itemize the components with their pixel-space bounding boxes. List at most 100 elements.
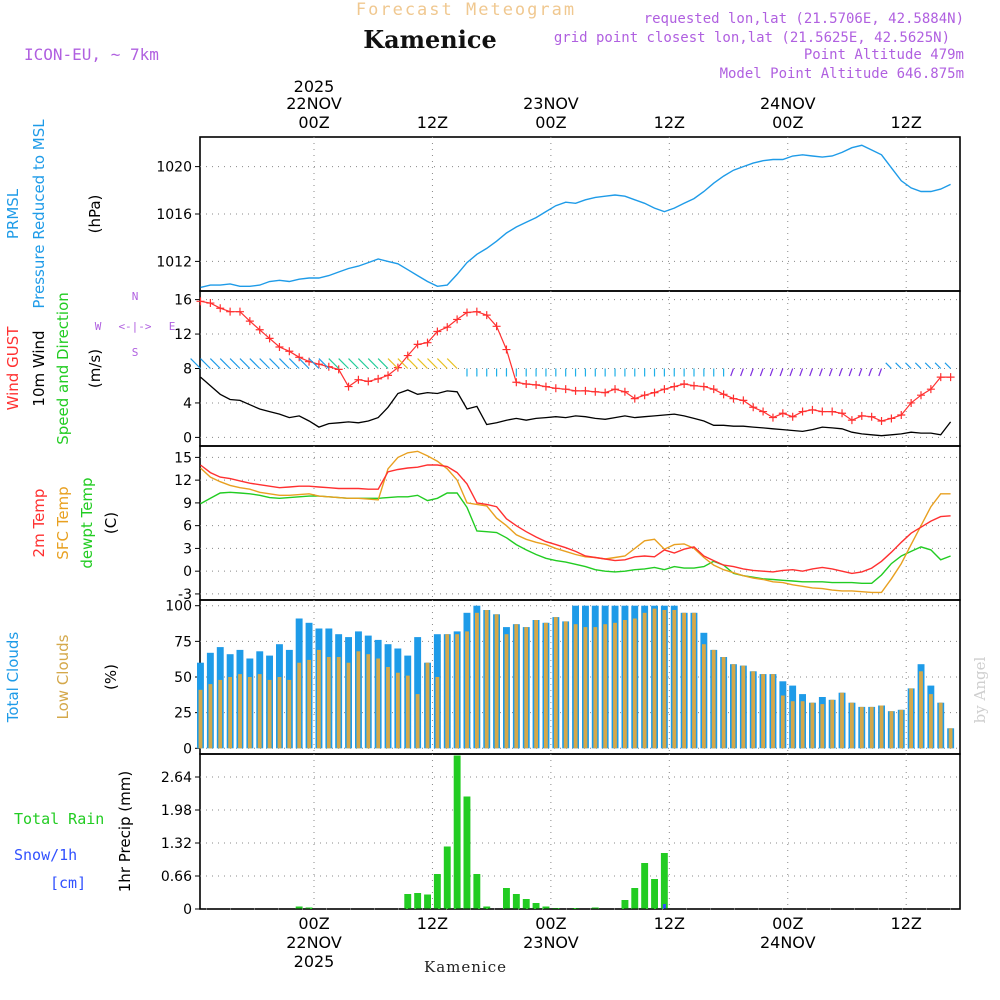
wind-direction-arrow	[799, 368, 804, 377]
gust-marker	[216, 304, 225, 313]
model-altitude: Model Point Altitude 646.875m	[720, 66, 964, 82]
temperature-ytick-label: 12	[174, 473, 192, 489]
gust-marker	[196, 297, 205, 306]
wind-direction-arrow	[789, 368, 794, 377]
gust-marker	[443, 323, 452, 332]
low-cloud-bar	[820, 704, 825, 749]
gust-marker	[739, 396, 748, 405]
wind-ylabel: Wind GUST	[4, 326, 22, 411]
wind-direction-arrow	[328, 358, 340, 369]
wind-direction-arrow	[200, 358, 211, 369]
wind-direction-arrow	[219, 358, 231, 369]
wind-direction-arrow	[259, 358, 271, 369]
low-cloud-bar	[356, 651, 361, 749]
low-cloud-bar	[494, 614, 499, 749]
precip-ytick-label: 2.64	[161, 770, 192, 786]
sfc-temp-line	[200, 450, 951, 594]
wind-direction-arrow	[759, 368, 764, 377]
model-label: ICON-EU, ~ 7km	[24, 45, 159, 64]
wind-direction-arrow	[819, 368, 823, 377]
wind-direction-arrow	[338, 358, 349, 369]
gust-marker	[354, 375, 363, 384]
wind-direction-arrow	[209, 358, 221, 369]
rain-bar	[651, 879, 658, 909]
low-cloud-bar	[198, 689, 203, 749]
wind-direction-arrow	[427, 358, 438, 369]
low-cloud-bar	[632, 618, 637, 749]
wind-direction-arrow	[367, 358, 379, 369]
gust-marker	[798, 407, 807, 416]
clouds-ylabel: Total Clouds	[4, 632, 22, 724]
wind-direction-arrow	[809, 368, 813, 377]
wind-ytick-label: 16	[174, 293, 192, 309]
rain-bar	[641, 863, 649, 909]
axes-layer: 1012 1016 1020 PRMSL Pressure Reduced to MSL…	[4, 77, 961, 971]
wind-ylabel: Speed and Direction	[54, 292, 72, 445]
low-cloud-bar	[859, 706, 864, 749]
temperature-ylabel: dewpt Temp	[78, 477, 96, 568]
low-cloud-bar	[277, 677, 282, 749]
temperature-ylabel: (C)	[102, 512, 120, 534]
low-cloud-bar	[317, 649, 321, 749]
low-cloud-bar	[346, 662, 351, 749]
wind-direction-arrow	[885, 362, 892, 369]
point-altitude: Point Altitude 479m	[804, 47, 964, 63]
low-cloud-bar	[780, 695, 785, 749]
top-hour: 12Z	[654, 113, 685, 132]
gust-marker	[808, 405, 817, 414]
precip-ytick-label: 0.66	[161, 869, 192, 885]
low-cloud-bar	[899, 709, 904, 749]
gust-marker	[393, 363, 402, 372]
wind-direction-arrow	[446, 358, 458, 369]
low-cloud-bar	[563, 621, 568, 749]
low-cloud-bar	[267, 679, 272, 749]
location-title: Kamenice	[363, 25, 497, 54]
temperature-ytick-label: 0	[183, 564, 192, 580]
low-cloud-bar	[840, 692, 844, 749]
wind-direction-arrow	[387, 358, 399, 369]
wind-ytick-label: 0	[183, 430, 192, 446]
rain-bar	[631, 888, 639, 909]
low-cloud-bar	[583, 627, 588, 749]
plot-layer	[191, 145, 960, 910]
precip-rain-label: Total Rain	[14, 810, 104, 828]
gust-marker	[630, 394, 639, 403]
wind-direction-arrow	[269, 358, 280, 369]
gust-marker	[847, 416, 856, 425]
low-cloud-bar	[810, 702, 815, 749]
wind-direction-arrow	[848, 368, 853, 377]
low-cloud-bar	[238, 674, 242, 749]
wind-direction-arrow	[318, 358, 330, 369]
rain-bar	[433, 874, 441, 909]
gust-marker	[472, 307, 481, 316]
low-cloud-bar	[869, 706, 874, 749]
low-cloud-bar	[208, 684, 213, 749]
wind-direction-arrow	[740, 368, 744, 377]
gust-marker	[512, 378, 521, 387]
gust-marker	[640, 391, 649, 400]
low-cloud-bar	[652, 608, 657, 749]
low-cloud-bar	[919, 671, 923, 749]
wind-direction-arrow	[357, 358, 369, 369]
temperature-ytick-label: 6	[183, 519, 192, 535]
low-cloud-bar	[297, 662, 302, 749]
gridpoint-coords: grid point closest lon,lat (21.5625E, 42…	[554, 30, 950, 46]
wind-ytick-label: 4	[183, 396, 192, 412]
gust-marker	[828, 407, 837, 416]
precip-ytick-label: 1.32	[161, 836, 192, 852]
top-date: 23NOV	[523, 94, 579, 113]
gust-marker	[887, 414, 896, 423]
clouds-ytick-label: 0	[183, 741, 192, 757]
pressure-ylabel: Pressure Reduced to MSL	[30, 119, 48, 309]
low-cloud-bar	[741, 665, 746, 749]
wind-ytick-label: 12	[174, 327, 192, 343]
low-cloud-bar	[307, 659, 311, 749]
low-cloud-bar	[850, 702, 854, 749]
wind-direction-arrow	[298, 358, 310, 369]
gust-marker	[482, 311, 491, 320]
rain-bar	[483, 906, 491, 909]
temperature-frame	[199, 445, 961, 601]
low-cloud-bar	[247, 677, 252, 749]
low-cloud-bar	[751, 671, 756, 749]
